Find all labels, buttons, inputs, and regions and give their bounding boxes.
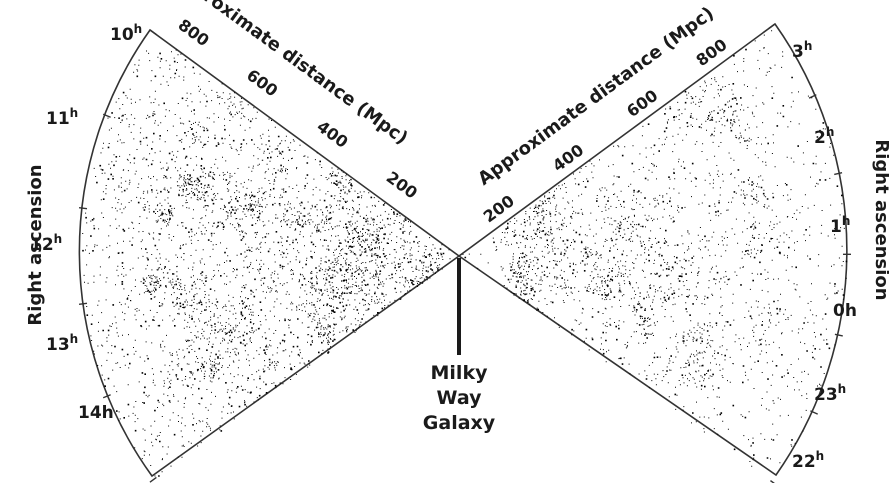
tick-mark — [810, 410, 818, 415]
tick-mark — [102, 113, 111, 118]
tick-mark — [102, 394, 111, 399]
left-ra-labels: 10h 11h 12h 13h 14h — [30, 22, 142, 423]
right-wedge — [457, 22, 851, 483]
tick-mark — [834, 333, 843, 337]
ra-label-13h: 13h — [46, 332, 78, 355]
left-distance-tick-400: 400 — [313, 117, 351, 152]
milky-way-label: Milky Way Galaxy — [423, 362, 496, 434]
left-wedge-outline — [78, 28, 461, 478]
tick-mark — [149, 476, 157, 483]
ra-label-2h: 2h — [814, 125, 834, 148]
left-wedge — [78, 28, 461, 483]
left-wedge-tick-marks — [78, 29, 157, 483]
left-distance-tick-800: 800 — [175, 15, 213, 50]
right-wedge-galaxy-points — [462, 30, 848, 467]
tick-mark — [78, 302, 88, 305]
tick-mark — [149, 29, 157, 36]
ra-label-12h: 12h — [30, 232, 62, 255]
milky-way-label-line-1: Milky — [431, 362, 489, 384]
right-ra-axis-title: Right ascension — [871, 139, 889, 300]
left-ra-axis-title: Right ascension — [25, 164, 46, 325]
ra-label-3h: 3h — [792, 39, 812, 62]
tick-mark — [834, 172, 843, 176]
ra-label-1h: 1h — [830, 214, 850, 237]
tick-mark — [768, 23, 776, 30]
ra-label-14h: 14h — [78, 403, 114, 423]
milky-way-label-line-3: Galaxy — [423, 412, 496, 434]
milky-way-label-line-2: Way — [437, 387, 483, 409]
ra-label-22h: 22h — [792, 449, 824, 472]
right-wedge-outline — [457, 22, 848, 477]
left-distance-tick-200: 200 — [383, 168, 421, 203]
tick-mark — [808, 94, 817, 99]
galaxy-points — [462, 30, 848, 467]
ra-label-11h: 11h — [46, 106, 78, 129]
ra-label-23h: 23h — [814, 382, 846, 405]
tick-mark — [78, 207, 88, 210]
ra-label-0h: 0h — [833, 301, 857, 321]
right-ra-labels: 3h 2h 1h 0h 23h 22h — [792, 39, 857, 472]
ra-label-10h: 10h — [110, 22, 142, 45]
left-distance-tick-600: 600 — [243, 65, 281, 100]
